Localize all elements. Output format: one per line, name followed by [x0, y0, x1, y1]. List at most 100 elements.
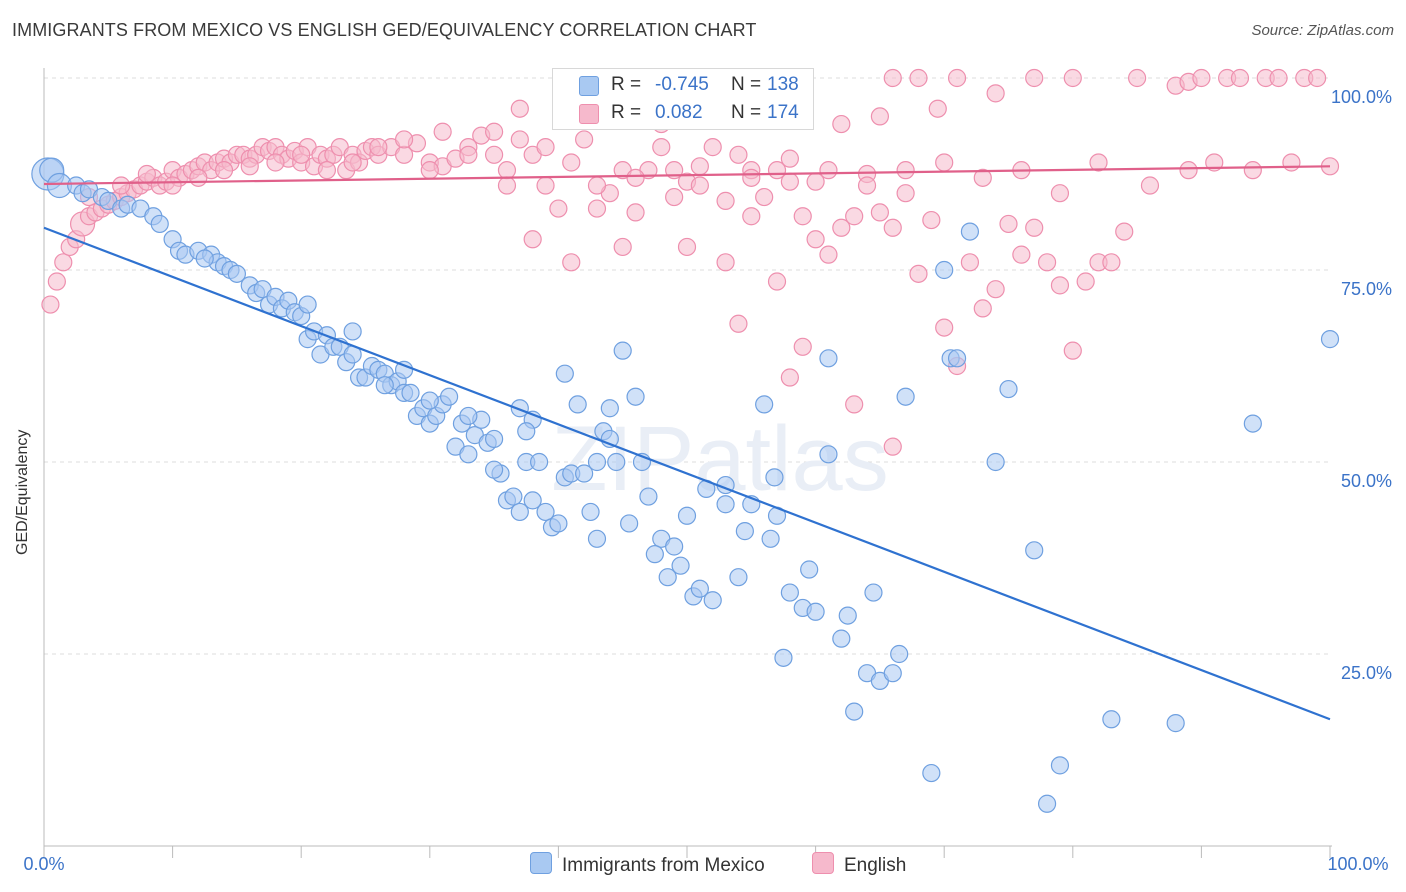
english-point	[870, 107, 890, 126]
mexico-point	[935, 260, 954, 280]
english-point	[883, 437, 902, 456]
mexico-trendline	[43, 226, 1331, 721]
mexico-point	[735, 522, 754, 541]
legend-item-english[interactable]: English	[812, 852, 906, 877]
english-point	[857, 176, 877, 195]
mexico-point	[510, 502, 529, 522]
mexico-point	[922, 763, 941, 783]
english-point	[1050, 276, 1070, 295]
mexico-point	[195, 249, 214, 268]
english-point	[973, 299, 992, 318]
mexico-point	[838, 606, 857, 625]
english-point	[922, 210, 941, 230]
y-tick-label: 25.0%	[1341, 663, 1392, 683]
y-axis-label: GED/Equivalency	[14, 429, 31, 555]
english-point	[896, 184, 915, 203]
legend-item-mexico[interactable]: Immigrants from Mexico	[530, 852, 765, 877]
english-point	[716, 253, 735, 272]
english-point	[1012, 245, 1031, 264]
english-point	[819, 161, 838, 180]
english-point	[1269, 68, 1288, 88]
mexico-point	[1037, 794, 1057, 813]
english-point	[1076, 272, 1095, 291]
english-point	[112, 176, 131, 195]
mexico-point	[1166, 714, 1185, 733]
english-point	[1308, 68, 1327, 88]
english-point	[870, 203, 890, 222]
mexico-n-value: 138	[767, 74, 799, 95]
english-point	[626, 168, 645, 187]
y-tick-label: 50.0%	[1341, 471, 1392, 491]
mexico-point	[665, 537, 684, 556]
mexico-point	[780, 583, 799, 602]
english-point	[317, 161, 337, 180]
english-point	[677, 237, 697, 257]
english-point	[1115, 222, 1134, 241]
english-point	[909, 68, 928, 88]
mexico-swatch	[579, 76, 599, 96]
english-point	[1230, 68, 1250, 88]
mexico-legend-swatch	[530, 852, 552, 874]
mexico-point	[401, 383, 420, 402]
mexico-point	[800, 560, 819, 579]
stats-legend: R = -0.745 N = 138 R = 0.082 N = 174	[552, 68, 814, 130]
mexico-point	[819, 445, 838, 464]
english-point	[485, 145, 504, 164]
english-point	[742, 168, 761, 187]
mexico-point	[774, 648, 793, 667]
mexico-r-value: -0.745	[655, 74, 709, 95]
english-point	[832, 114, 851, 134]
english-point	[883, 218, 902, 237]
tick-labels: 0.0% 100.0% 25.0% 50.0% 75.0% 100.0%	[23, 87, 1392, 874]
english-point	[909, 264, 928, 283]
mexico-point	[549, 514, 568, 533]
english-point	[292, 145, 311, 164]
mexico-legend-label: Immigrants from Mexico	[562, 855, 765, 876]
english-point	[652, 138, 671, 157]
mexico-point	[690, 579, 709, 598]
english-point	[703, 138, 722, 157]
english-point	[1102, 253, 1121, 272]
mexico-point	[600, 399, 619, 418]
english-point	[1063, 68, 1082, 88]
mexico-point	[568, 395, 587, 414]
english-point	[845, 395, 864, 414]
mexico-point	[658, 568, 677, 587]
mexico-point	[755, 395, 774, 414]
english-point	[947, 68, 967, 88]
english-point	[986, 84, 1005, 103]
english-point	[562, 253, 581, 272]
mexico-points	[31, 157, 1340, 813]
mexico-point	[716, 495, 735, 514]
mexico-point	[459, 406, 478, 426]
mexico-point	[703, 591, 722, 610]
english-point	[420, 161, 439, 180]
english-point	[1037, 253, 1057, 272]
mexico-point	[1050, 756, 1070, 775]
legend-row-english: R = 0.082 N = 174	[553, 99, 813, 127]
english-point	[394, 130, 414, 149]
english-point	[214, 161, 234, 180]
mexico-point	[1102, 710, 1121, 729]
mexico-point	[587, 452, 607, 472]
x-tick-label: 100.0%	[1327, 854, 1388, 874]
r-label: R =	[611, 102, 642, 123]
english-point	[163, 176, 182, 195]
mexico-point	[639, 487, 658, 506]
mexico-point	[677, 506, 697, 525]
mexico-point	[298, 295, 317, 314]
english-point	[54, 253, 73, 272]
english-point	[832, 218, 851, 237]
english-point	[986, 280, 1005, 299]
english-point	[562, 153, 581, 172]
mexico-point	[883, 664, 902, 683]
english-point	[1127, 68, 1147, 88]
mexico-point	[960, 222, 980, 241]
x-tick-label: 0.0%	[23, 854, 64, 874]
english-point	[896, 161, 915, 180]
english-point	[523, 230, 542, 249]
mexico-point	[536, 502, 555, 522]
english-point	[549, 199, 568, 218]
english-point	[47, 272, 66, 291]
